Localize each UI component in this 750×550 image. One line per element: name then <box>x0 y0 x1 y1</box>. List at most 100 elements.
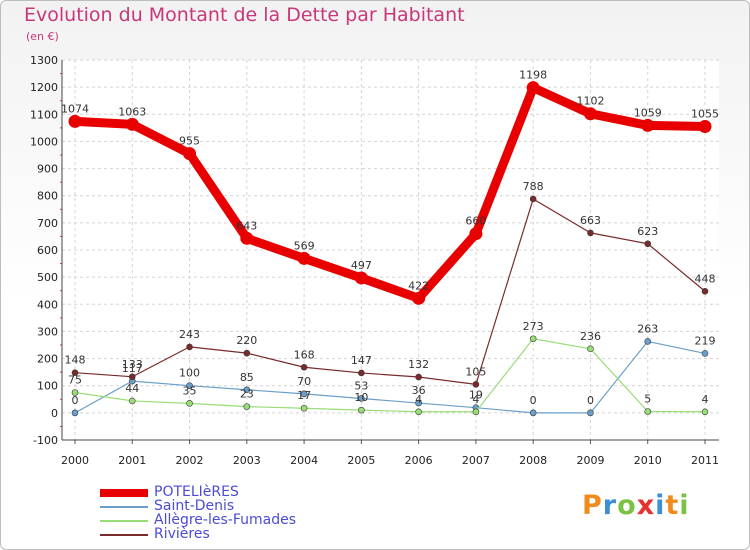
x-tick-label: 2003 <box>233 454 261 467</box>
data-point <box>472 381 480 388</box>
data-point <box>529 195 537 203</box>
data-label: 117 <box>122 362 143 375</box>
data-point <box>529 335 537 343</box>
data-label: 5 <box>644 393 651 406</box>
y-tick-label: -100 <box>33 434 58 447</box>
data-label: 1198 <box>519 69 547 82</box>
data-label: 1074 <box>61 102 89 115</box>
x-tick-label: 2006 <box>405 454 433 467</box>
data-point <box>300 363 308 371</box>
data-label: 219 <box>695 334 716 347</box>
data-point <box>469 227 483 241</box>
y-tick-label: 1100 <box>30 108 58 121</box>
legend-swatch <box>100 506 148 508</box>
data-point <box>701 408 709 416</box>
data-point <box>354 271 368 285</box>
logo-letter: o <box>617 490 637 521</box>
x-tick-label: 2000 <box>61 454 89 467</box>
y-tick-label: 200 <box>37 353 58 366</box>
x-tick-label: 2007 <box>462 454 490 467</box>
series-line-3 <box>74 198 706 385</box>
legend-label: Rivières <box>154 526 210 542</box>
data-point <box>240 231 254 245</box>
series-line-2 <box>74 338 706 413</box>
data-point <box>644 240 652 248</box>
y-tick-label: 700 <box>37 217 58 230</box>
data-label: 17 <box>297 389 311 402</box>
data-label: 243 <box>179 328 200 341</box>
data-label: 19 <box>469 389 483 402</box>
data-point <box>698 120 712 133</box>
data-label: 23 <box>240 388 254 401</box>
y-tick-label: 400 <box>37 298 58 311</box>
data-point <box>71 409 79 417</box>
data-point <box>300 390 308 398</box>
data-point <box>701 350 709 357</box>
data-point <box>644 408 652 415</box>
data-label: 168 <box>294 348 315 361</box>
data-point <box>583 107 597 121</box>
data-label: 236 <box>580 330 601 343</box>
logo-letter: P <box>582 490 603 521</box>
data-point <box>243 349 251 357</box>
data-label: 4 <box>472 393 479 406</box>
data-label: 273 <box>523 320 544 333</box>
x-tick-label: 2004 <box>290 454 318 467</box>
data-label: 36 <box>412 384 426 397</box>
data-label: 148 <box>65 354 86 367</box>
y-tick-label: 100 <box>37 380 58 393</box>
logo-letter: x <box>636 490 656 521</box>
data-label: 10 <box>354 391 368 404</box>
data-label: 53 <box>354 379 368 392</box>
y-tick-label: 1000 <box>30 135 58 148</box>
data-point <box>297 251 311 265</box>
data-point <box>526 81 540 95</box>
data-label: 133 <box>122 358 143 371</box>
y-tick-label: 500 <box>37 271 58 284</box>
data-point <box>587 345 594 353</box>
data-point <box>701 287 709 295</box>
data-point <box>587 229 594 237</box>
x-tick-label: 2011 <box>691 454 719 467</box>
series-line-1 <box>74 340 706 414</box>
legend-label: Saint-Denis <box>154 498 235 514</box>
x-tick-label: 2001 <box>118 454 146 467</box>
legend-swatch <box>100 489 148 497</box>
logo-letter: i <box>679 490 690 521</box>
data-point <box>412 291 426 305</box>
legend-swatch <box>100 520 148 522</box>
data-point <box>71 389 79 396</box>
data-point <box>472 408 480 416</box>
data-point <box>415 373 422 381</box>
data-point <box>128 397 136 405</box>
proxiti-logo: Proxiti <box>582 490 690 521</box>
data-label: 75 <box>68 374 82 387</box>
data-label: 147 <box>351 354 372 367</box>
data-point <box>529 409 537 417</box>
x-tick-label: 2002 <box>176 454 204 467</box>
data-point <box>358 395 365 402</box>
data-label: 623 <box>637 225 658 238</box>
y-tick-label: 0 <box>51 407 58 420</box>
data-label: 4 <box>702 393 709 406</box>
chart-subtitle: (en €) <box>26 30 59 43</box>
data-label: 220 <box>236 334 257 347</box>
data-label: 132 <box>408 358 429 371</box>
logo-letter: t <box>665 490 680 521</box>
data-point <box>71 369 79 376</box>
data-label: 44 <box>125 382 139 395</box>
data-label: 1102 <box>576 95 604 108</box>
data-point <box>186 343 193 351</box>
data-label: 0 <box>587 394 594 407</box>
legend-label: Allègre-les-Fumades <box>154 512 296 528</box>
data-label: 1055 <box>691 108 719 121</box>
data-label: 955 <box>179 135 200 148</box>
data-label: 1059 <box>634 106 662 119</box>
data-label: 1063 <box>118 105 146 118</box>
data-label: 788 <box>523 180 544 193</box>
data-point <box>644 338 652 345</box>
y-tick-label: 800 <box>37 190 58 203</box>
data-label: 105 <box>465 365 486 378</box>
data-label: 422 <box>408 279 429 292</box>
data-point <box>128 373 136 381</box>
